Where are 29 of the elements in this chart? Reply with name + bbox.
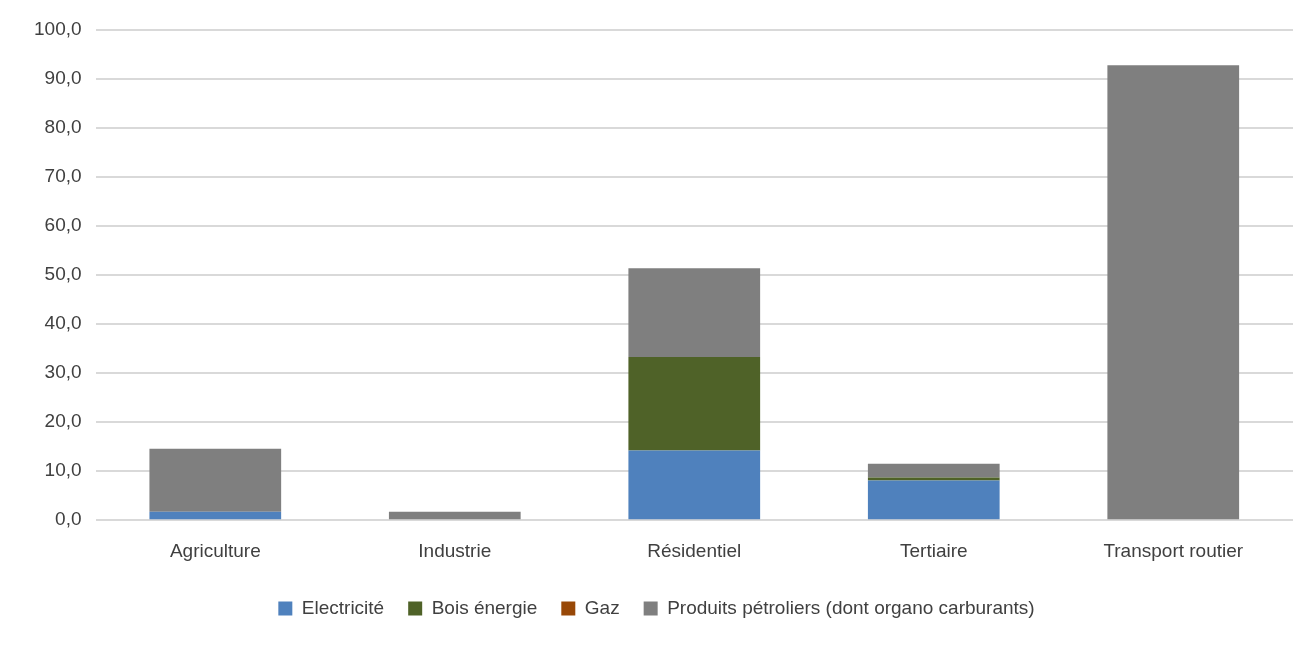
x-tick-label: Agriculture bbox=[169, 539, 261, 561]
y-tick-label: 10,0 bbox=[44, 459, 82, 481]
y-tick-label: 80,0 bbox=[44, 116, 82, 138]
legend-label: Bois énergie bbox=[431, 596, 538, 618]
bar bbox=[1107, 65, 1240, 520]
bar bbox=[149, 511, 282, 520]
y-tick-label: 0,0 bbox=[55, 508, 82, 530]
bar bbox=[628, 268, 761, 357]
y-tick-label: 90,0 bbox=[44, 67, 82, 89]
y-tick-label: 20,0 bbox=[44, 410, 82, 432]
legend-label: Gaz bbox=[584, 596, 620, 618]
bar bbox=[149, 448, 282, 512]
y-tick-label: 50,0 bbox=[44, 263, 82, 285]
y-tick-label: 100,0 bbox=[34, 18, 82, 40]
y-tick-label: 30,0 bbox=[44, 361, 82, 383]
bar bbox=[628, 450, 761, 520]
legend-label: Produits pétroliers (dont organo carburants) bbox=[667, 596, 1035, 618]
bar bbox=[628, 356, 761, 451]
y-tick-label: 70,0 bbox=[44, 165, 82, 187]
y-tick-label: 40,0 bbox=[44, 312, 82, 334]
bar bbox=[388, 511, 521, 520]
legend-label: Electricité bbox=[301, 596, 385, 618]
bar bbox=[867, 463, 1000, 478]
x-tick-label: Tertiaire bbox=[899, 539, 968, 561]
x-tick-label: Transport routier bbox=[1103, 539, 1244, 561]
bar bbox=[867, 480, 1000, 520]
x-tick-label: Industrie bbox=[418, 539, 492, 561]
x-tick-label: Résidentiel bbox=[647, 539, 742, 561]
y-tick-label: 60,0 bbox=[44, 214, 82, 236]
